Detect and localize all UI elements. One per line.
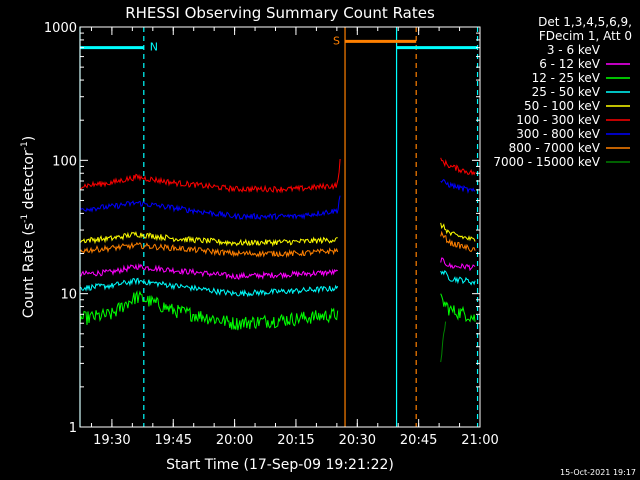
legend-label-5: 100 - 300 keV: [516, 113, 600, 127]
legend-label-0: 3 - 6 keV: [547, 43, 601, 57]
legend-label-1: 6 - 12 keV: [539, 57, 601, 71]
series-line-6-1: [440, 178, 476, 194]
series-line-2-1: [440, 293, 476, 323]
legend-label-6: 300 - 800 keV: [516, 127, 600, 141]
y-axis-label-sup1: -1: [20, 214, 30, 223]
y-axis-label-sup2: -1: [20, 141, 30, 150]
legend-label-4: 50 - 100 keV: [524, 99, 601, 113]
series-line-6-0: [79, 195, 341, 221]
series-line-5-0: [79, 158, 341, 194]
series-line-0-0: [79, 272, 339, 290]
state-label-n: N: [150, 41, 158, 54]
legend-label-8: 7000 - 15000 keV: [493, 155, 600, 169]
legend-label-3: 25 - 50 keV: [532, 85, 601, 99]
y-tick-label-0: 1: [69, 421, 77, 436]
state-label-s: S: [333, 34, 340, 47]
plot-frame: [79, 26, 481, 428]
series-line-7-0: [79, 241, 339, 259]
series-line-4-1: [440, 222, 476, 242]
y-tick-label-2: 100: [52, 154, 77, 169]
series-line-1-0: [79, 262, 338, 281]
series-line-0-1: [440, 240, 476, 267]
y-tick-label-3: 1000: [44, 21, 77, 36]
chart-title: RHESSI Observing Summary Count Rates: [125, 4, 435, 22]
x-axis: 19:30 19:45 20:00 20:15 20:30 20:45 21:00: [90, 27, 499, 448]
x-tick-label-1: 19:45: [155, 433, 192, 448]
series-line-5-1: [440, 157, 476, 176]
legend-header-line-2: FDecim 1, Att 0: [539, 29, 632, 43]
y-axis-label: Count Rate (s-1 detector-1): [20, 136, 37, 318]
legend: Det 1,3,4,5,6,9, FDecim 1, Att 0 3 - 6 k…: [493, 15, 632, 169]
legend-header-line-1: Det 1,3,4,5,6,9,: [538, 15, 632, 29]
series-line-7-1: [440, 230, 476, 253]
series-line-2-0: [79, 290, 339, 331]
x-tick-label-0: 19:30: [93, 433, 130, 448]
series-line-8-0: [440, 321, 447, 363]
y-axis-label-end: ): [21, 136, 37, 141]
series-line-3-0: [79, 277, 339, 298]
x-tick-label-6: 21:00: [461, 433, 498, 448]
x-axis-label: Start Time (17-Sep-09 19:21:22): [166, 457, 394, 473]
x-tick-label-3: 20:15: [277, 433, 314, 448]
x-tick-label-4: 20:30: [339, 433, 376, 448]
y-tick-label-1: 10: [60, 288, 77, 303]
series-line-1-1: [440, 257, 476, 272]
y-axis-label-main: Count Rate (s: [21, 223, 37, 318]
y-axis-label-mid: detector: [21, 150, 37, 214]
legend-label-7: 800 - 7000 keV: [509, 141, 601, 155]
x-tick-label-5: 20:45: [400, 433, 437, 448]
footer-date: 15-Oct-2021 19:17: [560, 468, 636, 477]
x-tick-label-2: 20:00: [216, 433, 253, 448]
series-line-3-1: [440, 270, 476, 286]
y-axis: 1 10 100 1000: [44, 21, 480, 436]
series-line-4-0: [79, 231, 338, 248]
legend-label-2: 12 - 25 keV: [532, 71, 601, 85]
